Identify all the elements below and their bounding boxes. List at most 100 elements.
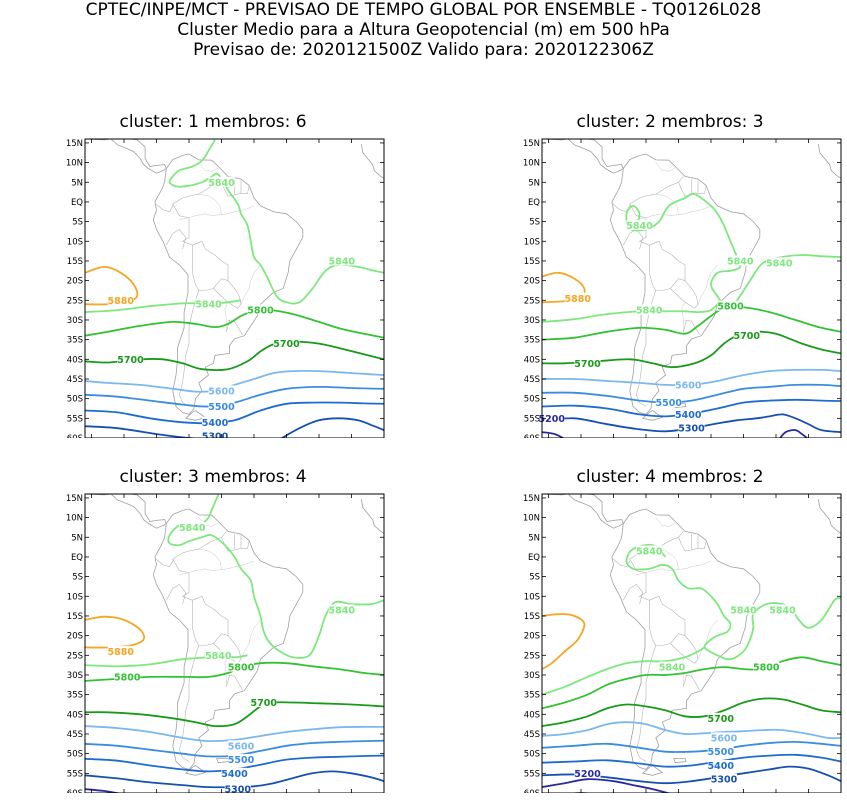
lat-label: 50S xyxy=(67,750,83,760)
contour-label-bg xyxy=(727,255,754,266)
contour-label-bg xyxy=(766,257,793,268)
river xyxy=(697,264,718,305)
lat-label: 35S xyxy=(67,336,83,346)
contour-label: 5800 xyxy=(717,302,744,313)
country-borders xyxy=(154,531,250,762)
lat-label: 10S xyxy=(67,237,83,247)
contour-label-bg xyxy=(659,661,685,672)
contour-label-bg xyxy=(730,604,757,615)
lat-label: 40S xyxy=(524,355,540,365)
contour-label-bg xyxy=(711,732,737,743)
coastline xyxy=(152,508,304,770)
country-border xyxy=(172,229,187,250)
lat-label: 20S xyxy=(67,632,83,642)
contour-label-bg xyxy=(717,300,744,311)
lat-label: 40S xyxy=(524,710,540,720)
contour-label: 5600 xyxy=(675,380,702,391)
coastline xyxy=(817,144,841,179)
lat-label: 5S xyxy=(72,573,83,583)
coastline xyxy=(609,508,761,770)
contour-5840 xyxy=(167,494,384,659)
contour-label-bg xyxy=(247,304,274,315)
contour-5880 xyxy=(542,613,586,670)
contour-label: 5600 xyxy=(208,386,235,397)
lat-label: 50S xyxy=(67,395,83,405)
country-border xyxy=(226,674,230,687)
lat-label: 45S xyxy=(524,375,540,385)
lat-label: 5S xyxy=(72,218,83,228)
country-border xyxy=(623,233,631,246)
lat-label: 25S xyxy=(67,651,83,661)
contour-label-bg xyxy=(655,397,682,408)
contour-label: 5840 xyxy=(208,178,235,189)
contour-label: 5600 xyxy=(711,733,738,744)
contour-label-bg xyxy=(564,292,591,303)
lat-label: 45S xyxy=(67,730,83,740)
river xyxy=(198,548,222,570)
country-border xyxy=(221,182,250,197)
lat-label: 20S xyxy=(524,277,540,287)
contour-5600 xyxy=(542,368,841,387)
lat-label: EQ xyxy=(528,553,540,563)
contour-label-bg xyxy=(675,408,702,419)
lat-label: EQ xyxy=(71,553,83,563)
contour-label-bg xyxy=(574,767,601,778)
coastline xyxy=(85,494,167,529)
coastline xyxy=(609,153,761,415)
contour-label: 5400 xyxy=(202,418,229,429)
country-border xyxy=(192,240,229,281)
country-border xyxy=(629,203,650,273)
contour-5300 xyxy=(85,770,384,789)
lat-label: EQ xyxy=(71,198,83,208)
panel-title: cluster: 4 membros: 2 xyxy=(576,467,764,487)
contour-5400 xyxy=(85,754,384,773)
country-border xyxy=(629,584,644,605)
lat-label: 55S xyxy=(67,414,83,424)
country-border xyxy=(192,627,229,646)
country-border xyxy=(154,557,174,568)
contour-label: 5800 xyxy=(114,672,141,683)
contour-5500 xyxy=(85,739,384,758)
contour-label: 5880 xyxy=(108,647,135,658)
contour-label: 5840 xyxy=(659,663,686,674)
coastline xyxy=(360,499,384,534)
lat-label: 25S xyxy=(524,651,540,661)
river xyxy=(224,302,229,332)
contour-label: 5400 xyxy=(675,410,702,421)
country-border xyxy=(227,319,243,336)
lat-label: 15N xyxy=(523,139,540,149)
lat-label: 45S xyxy=(524,730,540,740)
lat-label: 15S xyxy=(67,612,83,622)
map-cluster-4: 5840 5840 5840 5840 5800 5700 5600 5500 5400 5300… xyxy=(523,493,842,793)
lat-label: 15S xyxy=(67,257,83,267)
contour-label-bg xyxy=(538,412,565,423)
contour-5880 xyxy=(85,615,146,649)
river xyxy=(240,619,261,660)
country-border xyxy=(623,588,631,601)
river xyxy=(697,619,718,660)
axes: 15N 10N 5N EQ 5S 10S 15S 20S 25S 30S 35S 40S 45S 50S 5… xyxy=(523,494,841,793)
lat-label: 45S xyxy=(67,375,83,385)
lat-label: 5N xyxy=(528,533,540,543)
country-border xyxy=(178,290,200,407)
contour-5300 xyxy=(85,425,206,438)
contour-label: 5800 xyxy=(228,663,255,674)
coastlines xyxy=(85,139,384,421)
lat-label: 15N xyxy=(66,139,83,149)
contour-5800 xyxy=(85,309,384,339)
country-border xyxy=(670,635,699,664)
lat-label: 35S xyxy=(67,691,83,701)
contour-label-bg xyxy=(733,330,760,341)
panel-title: cluster: 3 membros: 4 xyxy=(119,467,307,487)
map-cluster-1: 5840 5840 5840 5880 5800 5700 5700 5600 5500 5400… xyxy=(66,138,385,438)
country-border xyxy=(683,319,687,332)
contour-5400 xyxy=(85,401,384,425)
contour-5600 xyxy=(85,369,384,393)
river xyxy=(681,302,686,332)
lat-label: 5N xyxy=(71,178,83,188)
country-border xyxy=(635,645,657,762)
lat-label: 15N xyxy=(523,494,540,504)
header-line-2: Cluster Medio para a Altura Geopotencial… xyxy=(177,20,670,40)
coastline xyxy=(817,499,841,534)
lat-label: 55S xyxy=(67,769,83,779)
